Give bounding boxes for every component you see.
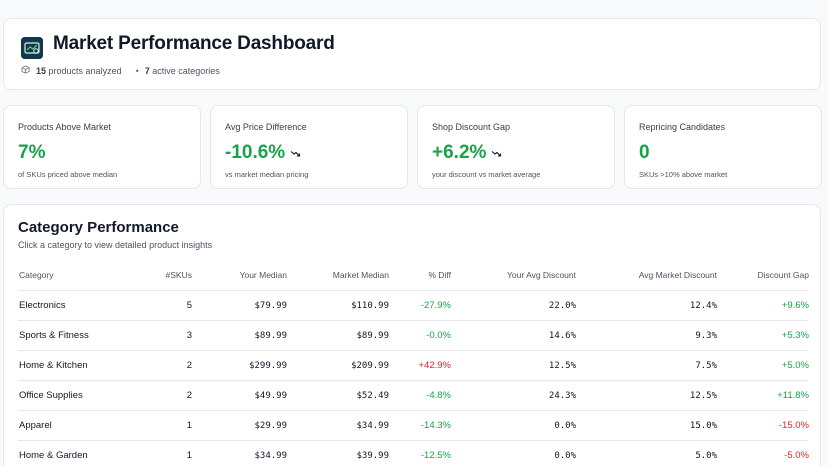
column-header[interactable]: Category [19, 269, 54, 280]
avg-market-discount: 15.0% [689, 420, 717, 431]
box-icon [21, 65, 30, 76]
your-median: $49.99 [254, 390, 287, 401]
header-meta: 15 products analyzed • 7 active categori… [21, 65, 220, 76]
category-name: Home & Kitchen [19, 360, 88, 371]
market-median: $89.99 [356, 330, 389, 341]
avg-market-discount: 9.3% [695, 330, 717, 341]
products-label: products analyzed [48, 65, 122, 76]
discount-gap: +5.3% [781, 330, 809, 341]
your-avg-discount: 22.0% [548, 300, 576, 311]
trend-down-icon [491, 142, 502, 164]
kpi-value-text: +6.2% [432, 142, 487, 163]
table-row[interactable]: Home & Kitchen 2 $299.99 $209.99 +42.9% … [18, 351, 809, 381]
column-header[interactable]: Avg Market Discount [638, 269, 717, 280]
section-subtitle: Click a category to view detailed produc… [18, 240, 213, 250]
your-avg-discount: 0.0% [554, 450, 576, 461]
avg-market-discount: 5.0% [695, 450, 717, 461]
kpi-label: Products Above Market [18, 122, 112, 132]
kpi-repricing-candidates: Repricing Candidates 0 SKUs >10% above m… [624, 105, 822, 189]
sku-count: 1 [186, 450, 192, 461]
column-header[interactable]: Discount Gap [757, 269, 810, 280]
kpi-label: Repricing Candidates [639, 122, 726, 132]
discount-gap: +9.6% [781, 300, 809, 311]
sku-count: 1 [186, 420, 192, 431]
market-median: $110.99 [351, 300, 389, 311]
your-avg-discount: 14.6% [548, 330, 576, 341]
your-median: $34.99 [254, 450, 287, 461]
your-median: $29.99 [254, 420, 287, 431]
avg-market-discount: 12.5% [689, 390, 717, 401]
category-name: Electronics [19, 300, 66, 311]
category-performance-card: Category Performance Click a category to… [3, 204, 821, 466]
discount-gap: +11.8% [777, 390, 809, 401]
separator-dot: • [135, 65, 139, 76]
pct-diff: -27.9% [420, 300, 451, 311]
kpi-value-text: 0 [639, 142, 650, 163]
column-header[interactable]: #SKUs [165, 269, 192, 280]
table-row[interactable]: Office Supplies 2 $49.99 $52.49 -4.8% 24… [18, 381, 809, 411]
category-name: Apparel [19, 420, 52, 431]
kpi-subtext: vs market median pricing [225, 170, 309, 179]
table-row[interactable]: Sports & Fitness 3 $89.99 $89.99 -0.0% 1… [18, 321, 809, 351]
your-median: $299.99 [249, 360, 287, 371]
pct-diff: -4.8% [426, 390, 451, 401]
your-avg-discount: 0.0% [554, 420, 576, 431]
your-median: $79.99 [254, 300, 287, 311]
kpi-subtext: SKUs >10% above market [639, 170, 728, 179]
table-row[interactable]: Apparel 1 $29.99 $34.99 -14.3% 0.0% 15.0… [18, 411, 809, 441]
column-header[interactable]: Your Median [239, 269, 287, 280]
pct-diff: -0.0% [426, 330, 451, 341]
kpi-shop-discount-gap: Shop Discount Gap +6.2% your discount vs… [417, 105, 615, 189]
category-name: Office Supplies [19, 390, 83, 401]
market-median: $209.99 [351, 360, 389, 371]
market-median: $34.99 [356, 420, 389, 431]
sku-count: 3 [186, 330, 192, 341]
categories-label: active categories [152, 65, 220, 76]
dashboard-logo-icon [21, 37, 43, 59]
discount-gap: -15.0% [778, 420, 809, 431]
pct-diff: +42.9% [418, 360, 452, 371]
kpi-value-text: 7% [18, 142, 46, 163]
dashboard-header: Market Performance Dashboard 15 products… [3, 18, 821, 90]
kpi-products-above-market: Products Above Market 7% of SKUs priced … [3, 105, 201, 189]
trend-down-icon [290, 142, 301, 164]
kpi-subtext: your discount vs market average [432, 170, 541, 179]
kpi-value: 0 [639, 142, 650, 164]
category-name: Home & Garden [19, 450, 88, 461]
market-median: $39.99 [356, 450, 389, 461]
sku-count: 2 [186, 360, 192, 371]
kpi-subtext: of SKUs priced above median [18, 170, 118, 179]
category-name: Sports & Fitness [19, 330, 89, 341]
pct-diff: -12.5% [420, 450, 451, 461]
table-row[interactable]: Home & Garden 1 $34.99 $39.99 -12.5% 0.0… [18, 441, 809, 466]
column-header[interactable]: Market Median [332, 269, 389, 280]
category-table: Category #SKUs Your Median Market Median… [18, 259, 810, 466]
products-count: 15 [36, 65, 47, 76]
sku-count: 2 [186, 390, 192, 401]
discount-gap: +5.0% [781, 360, 809, 371]
table-row[interactable]: Electronics 5 $79.99 $110.99 -27.9% 22.0… [18, 291, 809, 321]
kpi-value: -10.6% [225, 142, 301, 164]
table-header-row: Category #SKUs Your Median Market Median… [18, 259, 810, 291]
your-avg-discount: 12.5% [548, 360, 576, 371]
kpi-value: 7% [18, 142, 45, 164]
your-avg-discount: 24.3% [548, 390, 576, 401]
column-header[interactable]: % Diff [428, 269, 451, 280]
kpi-label: Avg Price Difference [225, 122, 307, 132]
page-title: Market Performance Dashboard [53, 33, 335, 54]
kpi-value-text: -10.6% [225, 142, 286, 163]
section-title: Category Performance [18, 219, 179, 236]
your-median: $89.99 [254, 330, 287, 341]
kpi-label: Shop Discount Gap [432, 122, 511, 132]
pct-diff: -14.3% [420, 420, 451, 431]
market-median: $52.49 [356, 390, 389, 401]
column-header[interactable]: Your Avg Discount [507, 269, 576, 280]
sku-count: 5 [186, 300, 192, 311]
discount-gap: -5.0% [784, 450, 809, 461]
avg-market-discount: 7.5% [695, 360, 717, 371]
kpi-value: +6.2% [432, 142, 502, 164]
categories-count: 7 [144, 65, 150, 76]
kpi-avg-price-difference: Avg Price Difference -10.6% vs market me… [210, 105, 408, 189]
avg-market-discount: 12.4% [689, 300, 717, 311]
